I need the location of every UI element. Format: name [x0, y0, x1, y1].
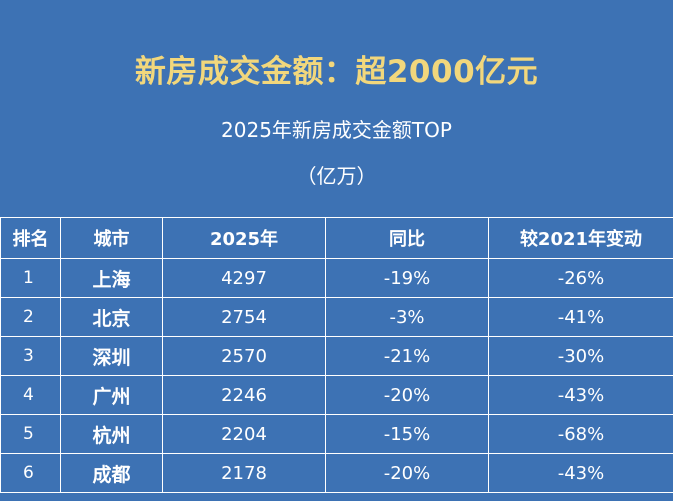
- column-header-city: 城市: [60, 217, 163, 259]
- rank-cell: 3: [0, 336, 61, 376]
- rank-cell: 1: [0, 258, 61, 298]
- column-header-vs2021: 较2021年变动: [488, 217, 673, 259]
- city-cell: 上海: [60, 258, 163, 298]
- column-header-2025: 2025年: [162, 217, 326, 259]
- page-title: 新房成交金额：超2000亿元: [134, 54, 539, 90]
- vs2021-cell: -26%: [488, 258, 673, 298]
- unit-label: （亿万）: [296, 164, 377, 188]
- rank-cell: 2: [0, 297, 61, 337]
- table-row: 1 上海 4297 -19% -26%: [0, 258, 673, 298]
- yoy-cell: -3%: [325, 297, 489, 337]
- city-cell: 深圳: [60, 336, 163, 376]
- yoy-cell: -19%: [325, 258, 489, 298]
- amount-cell: 2754: [162, 297, 326, 337]
- yoy-cell: -20%: [325, 453, 489, 493]
- table-row: 4 广州 2246 -20% -43%: [0, 375, 673, 415]
- city-cell: 成都: [60, 453, 163, 493]
- amount-cell: 2178: [162, 453, 326, 493]
- amount-cell: 4297: [162, 258, 326, 298]
- amount-cell: 2204: [162, 414, 326, 454]
- amount-cell: 2570: [162, 336, 326, 376]
- vs2021-cell: -68%: [488, 414, 673, 454]
- column-header-yoy: 同比: [325, 217, 489, 259]
- table-row: 6 成都 2178 -20% -43%: [0, 453, 673, 493]
- vs2021-cell: -41%: [488, 297, 673, 337]
- yoy-cell: -21%: [325, 336, 489, 376]
- rank-cell: 4: [0, 375, 61, 415]
- table-header-row: 排名 城市 2025年 同比 较2021年变动: [0, 217, 673, 259]
- ranking-table: 排名 城市 2025年 同比 较2021年变动 1 上海 4297 -19% -…: [0, 217, 673, 493]
- vs2021-cell: -43%: [488, 375, 673, 415]
- column-header-rank: 排名: [0, 217, 61, 259]
- yoy-cell: -20%: [325, 375, 489, 415]
- rank-cell: 5: [0, 414, 61, 454]
- amount-cell: 2246: [162, 375, 326, 415]
- table-row: 2 北京 2754 -3% -41%: [0, 297, 673, 337]
- rank-cell: 6: [0, 453, 61, 493]
- yoy-cell: -15%: [325, 414, 489, 454]
- city-cell: 北京: [60, 297, 163, 337]
- table-row: 3 深圳 2570 -21% -30%: [0, 336, 673, 376]
- city-cell: 广州: [60, 375, 163, 415]
- vs2021-cell: -43%: [488, 453, 673, 493]
- table-subtitle: 2025年新房成交金额TOP: [221, 118, 452, 142]
- vs2021-cell: -30%: [488, 336, 673, 376]
- city-cell: 杭州: [60, 414, 163, 454]
- table-row: 5 杭州 2204 -15% -68%: [0, 414, 673, 454]
